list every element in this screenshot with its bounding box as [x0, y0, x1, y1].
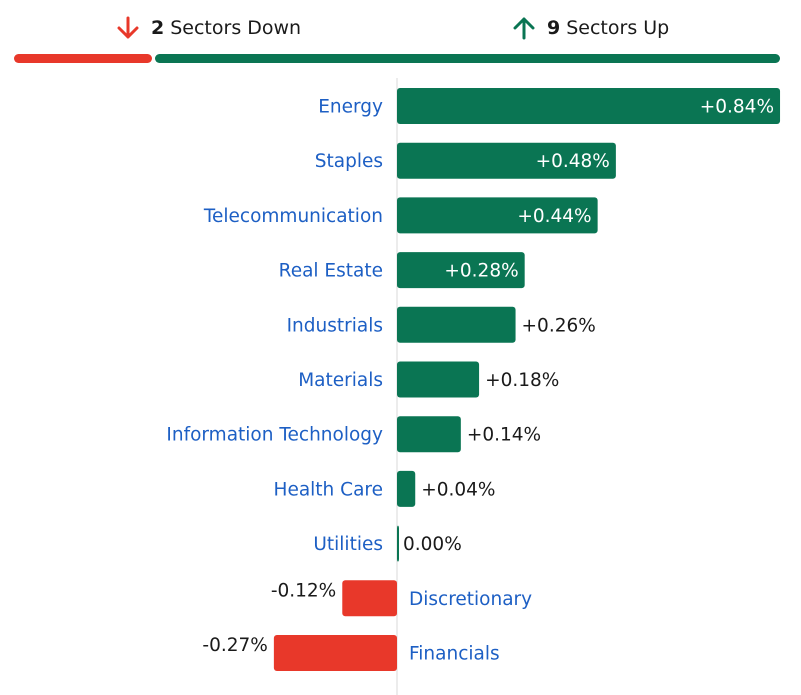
bar[interactable] — [397, 361, 480, 398]
sectors-up-count: 9 — [547, 17, 561, 39]
value-label: +0.04% — [421, 479, 495, 500]
bar-row: Information Technology +0.14% — [166, 416, 541, 453]
sectors-down-count: 2 — [151, 17, 165, 39]
sectors-up-summary: 9 Sectors Up — [513, 14, 669, 42]
bar[interactable] — [273, 635, 397, 671]
value-label: +0.44% — [517, 206, 591, 227]
category-label: Discretionary — [409, 589, 532, 610]
category-label: Real Estate — [279, 261, 383, 282]
value-label: 0.00% — [403, 534, 462, 555]
bar[interactable] — [397, 470, 416, 507]
value-label: +0.48% — [536, 151, 610, 172]
category-label: Financials — [409, 644, 500, 665]
category-label: Industrials — [287, 315, 383, 336]
bar[interactable] — [397, 252, 525, 289]
bar[interactable] — [397, 197, 598, 234]
value-label: +0.26% — [522, 315, 596, 336]
bar[interactable] — [397, 88, 781, 124]
bar[interactable] — [397, 416, 461, 453]
bar-row: Materials +0.18% — [298, 361, 559, 398]
bar-row: Telecommunication +0.44% — [203, 197, 598, 234]
sectors-down-bar — [14, 54, 152, 63]
sectors-down-label: Sectors Down — [170, 17, 302, 39]
category-label: Information Technology — [166, 425, 383, 446]
bar[interactable] — [397, 525, 399, 562]
category-label: Health Care — [274, 479, 383, 500]
bar-row: Health Care +0.04% — [274, 470, 496, 507]
bar-row: Utilities 0.00% — [313, 525, 462, 562]
category-label: Materials — [298, 370, 383, 391]
value-label: -0.12% — [271, 580, 336, 601]
bar-row: Real Estate +0.28% — [279, 252, 525, 289]
value-label: +0.28% — [444, 261, 518, 282]
category-label: Energy — [318, 97, 383, 118]
arrow-up-icon — [513, 17, 535, 40]
bar-row: Discretionary -0.12% — [271, 580, 532, 617]
bar[interactable] — [397, 142, 616, 179]
bar[interactable] — [342, 580, 397, 617]
sectors-down-summary: 2 Sectors Down — [117, 14, 301, 42]
bar-row: Financials -0.27% — [202, 635, 500, 671]
bar-row: Energy +0.84% — [318, 88, 781, 124]
sectors-up-bar — [155, 54, 780, 63]
value-label: -0.27% — [202, 635, 267, 656]
category-label: Staples — [315, 151, 383, 172]
bar-row: Staples +0.48% — [315, 142, 616, 179]
sector-performance-chart: Energy +0.84% Staples +0.48% Telecommunicati… — [166, 78, 781, 695]
sectors-up-label: Sectors Up — [566, 17, 670, 39]
bar[interactable] — [397, 306, 516, 343]
value-label: +0.14% — [467, 425, 541, 446]
arrow-down-icon — [117, 16, 139, 39]
sector-summary: 2 Sectors Down 9 Sectors Up — [0, 0, 801, 70]
category-label: Utilities — [313, 534, 383, 555]
category-label: Telecommunication — [203, 206, 383, 227]
value-label: +0.18% — [485, 370, 559, 391]
bar-row: Industrials +0.26% — [287, 306, 596, 343]
value-label: +0.84% — [700, 97, 774, 118]
